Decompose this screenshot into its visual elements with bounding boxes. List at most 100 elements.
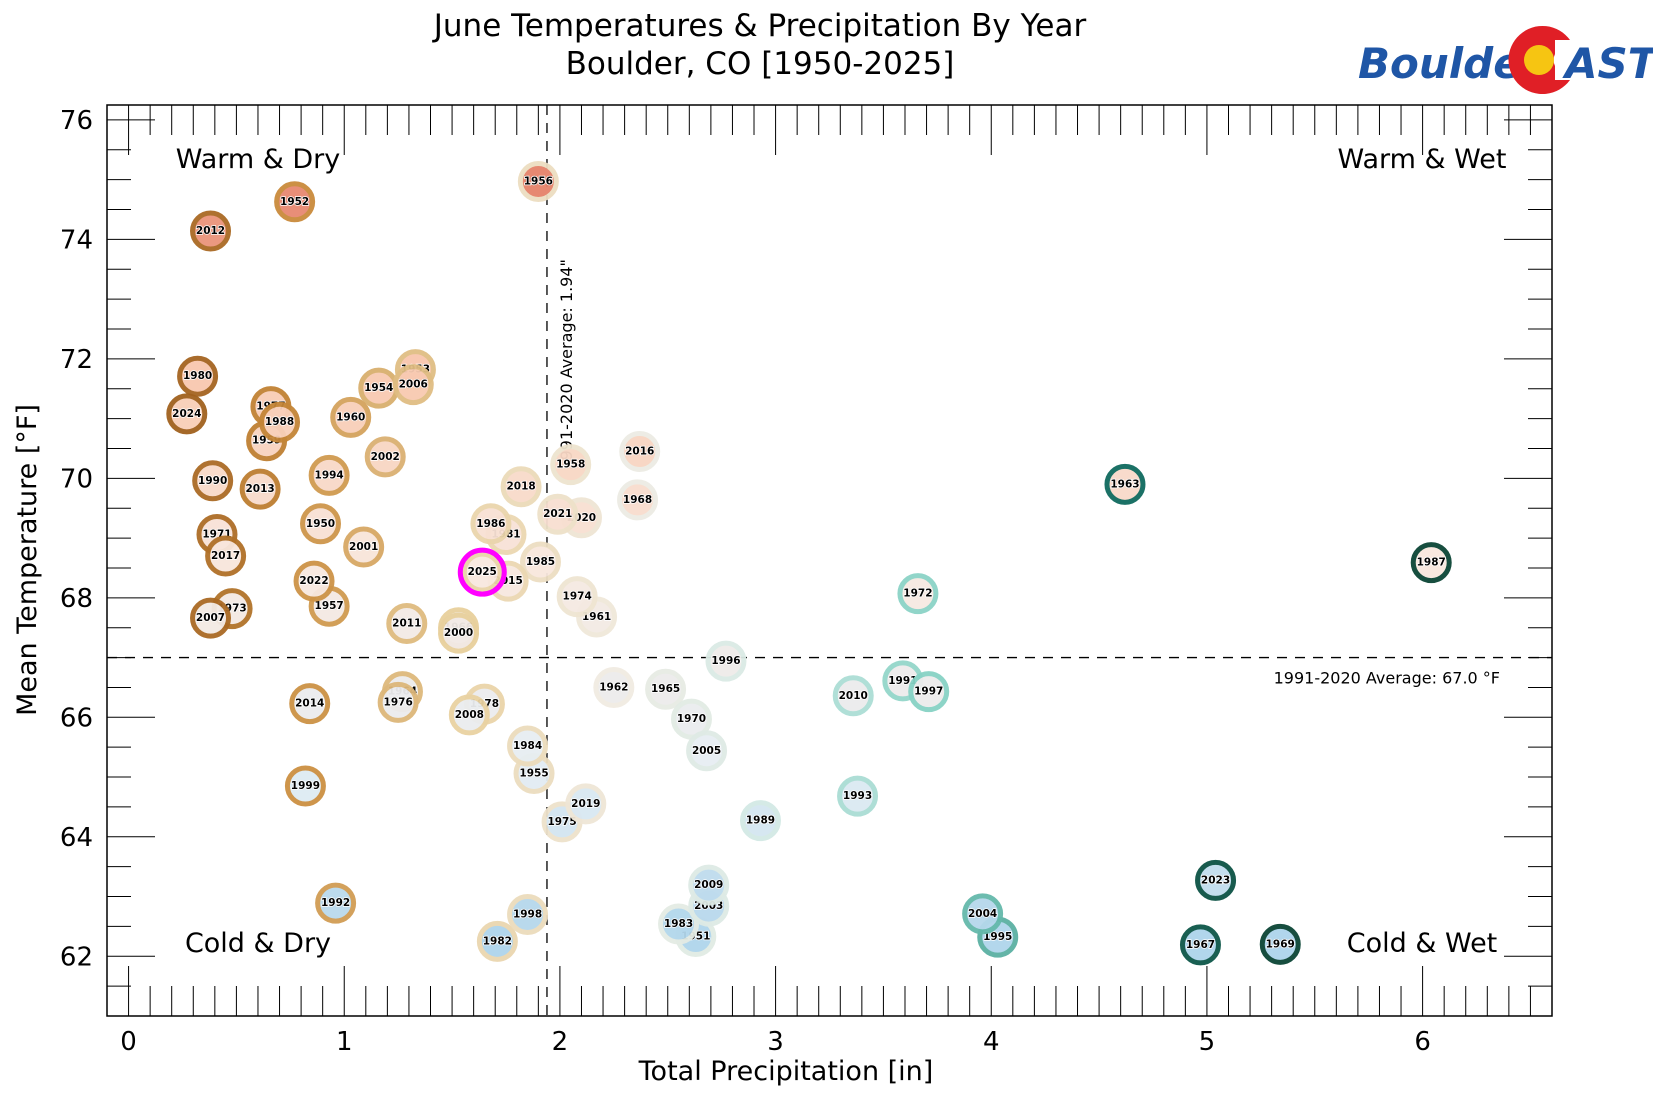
data-point-label: 1995 <box>983 931 1012 943</box>
data-point-marker <box>619 430 661 472</box>
data-point-label: 2019 <box>571 798 600 810</box>
data-point-marker <box>190 210 232 252</box>
x-tick-label: 1 <box>336 1027 353 1057</box>
data-point: 2013 <box>239 468 281 510</box>
data-point-label: 1955 <box>519 767 548 779</box>
data-point: 1962 <box>593 666 635 708</box>
data-point-label: 1976 <box>384 696 413 708</box>
data-point: 2017 <box>205 535 247 577</box>
data-point: 2004 <box>962 893 1004 935</box>
highlight-ring-2025 <box>457 547 507 597</box>
data-point-label: 2008 <box>455 709 484 721</box>
data-point-marker <box>315 882 357 924</box>
data-point: 2011 <box>386 603 428 645</box>
data-point: 1969 <box>1259 923 1301 965</box>
data-point-label: 2004 <box>968 908 997 920</box>
data-point: 2021 <box>537 493 579 535</box>
y-tick-label: 64 <box>60 823 93 853</box>
data-point: 2022 <box>293 560 335 602</box>
x-tick-label: 6 <box>1414 1027 1431 1057</box>
data-point: 1954 <box>358 367 400 409</box>
data-point: 1974 <box>556 576 598 618</box>
data-point-label: 2010 <box>839 690 868 702</box>
data-point: 2014 <box>289 683 331 725</box>
data-point: 2012 <box>190 210 232 252</box>
y-axis-label: Mean Temperature [°F] <box>12 404 43 716</box>
data-point-marker <box>190 597 232 639</box>
data-point: 1984 <box>507 725 549 767</box>
data-point-marker <box>470 503 512 545</box>
data-point: 1983 <box>658 903 700 945</box>
quadrant-labels: Warm & Dry Warm & Wet Cold & Dry Cold & … <box>176 144 1507 959</box>
data-point-label: 1963 <box>1110 478 1139 490</box>
data-point-marker <box>392 364 434 406</box>
y-tick-label: 72 <box>60 345 93 375</box>
plot-frame <box>106 104 1553 1017</box>
data-point-marker <box>177 355 219 397</box>
data-point: 1972 <box>897 573 939 615</box>
data-point: 1985 <box>520 541 561 583</box>
data-point-marker <box>837 775 879 817</box>
data-point: 1997 <box>908 671 950 713</box>
data-point-label: 1970 <box>677 713 706 725</box>
data-point: 2025 <box>461 551 503 593</box>
data-point-label: 1998 <box>513 908 542 920</box>
data-point-label: 1990 <box>198 475 227 487</box>
data-point-label: 2025 <box>468 566 497 578</box>
data-point-label: 1994 <box>315 469 344 481</box>
data-point: 1976 <box>377 681 419 723</box>
x-tick-label: 5 <box>1199 1027 1216 1057</box>
data-point-marker <box>507 725 549 767</box>
data-point-marker <box>739 800 781 842</box>
data-point-label: 2013 <box>246 483 275 495</box>
data-point-marker <box>517 160 559 202</box>
data-point-label: 1961 <box>582 611 611 623</box>
data-point: 1980 <box>177 355 219 397</box>
data-point-label: 1982 <box>483 935 512 947</box>
data-point: 2024 <box>166 393 208 435</box>
data-point-marker <box>1195 859 1237 901</box>
data-point-label: 2018 <box>506 481 535 493</box>
data-point: 2019 <box>565 783 607 825</box>
data-point-marker <box>658 903 700 945</box>
y-tick-label: 76 <box>60 106 93 136</box>
data-point-label: 1996 <box>711 655 740 667</box>
bouldercast-logo: Boulder AST <box>1358 26 1653 95</box>
y-tick-label: 68 <box>60 584 93 614</box>
data-point-marker <box>364 436 406 478</box>
temp-average-label: 1991-2020 Average: 67.0 °F <box>1274 669 1500 688</box>
data-point-label: 1962 <box>599 681 628 693</box>
data-point-marker <box>1179 924 1221 966</box>
data-point: 1957 <box>308 585 350 627</box>
data-point-label: 2000 <box>444 627 473 639</box>
data-point-marker <box>1104 463 1146 505</box>
data-point-label: 1988 <box>265 416 294 428</box>
data-point-marker <box>507 893 549 935</box>
data-point-label: 2002 <box>371 451 400 463</box>
data-point: 1960 <box>330 396 372 438</box>
data-point: 2009 <box>688 864 730 906</box>
data-point-marker <box>476 920 518 962</box>
x-tick-label: 2 <box>552 1027 569 1057</box>
data-point-label: 1967 <box>1186 939 1215 951</box>
data-point: 2008 <box>448 694 490 736</box>
data-point-label: 2016 <box>625 445 654 457</box>
data-point: 1963 <box>1104 463 1146 505</box>
data-point-marker <box>330 396 372 438</box>
precip-average-label: 1991-2020 Average: 1.94" <box>557 259 576 470</box>
data-point-label: 1968 <box>623 494 652 506</box>
data-point: 1994 <box>308 454 350 496</box>
data-point-marker <box>239 468 281 510</box>
reference-lines: 1991-2020 Average: 1.94" 1991-2020 Averag… <box>107 105 1552 1016</box>
x-tick-label: 3 <box>767 1027 784 1057</box>
quadrant-cold-wet: Cold & Wet <box>1347 928 1498 959</box>
data-point-marker <box>438 612 480 654</box>
data-point: 2023 <box>1195 859 1237 901</box>
data-point-label: 1993 <box>843 790 872 802</box>
data-point-marker <box>377 681 419 723</box>
data-point-label: 1956 <box>524 175 553 187</box>
data-point-marker <box>617 479 659 521</box>
data-point-marker <box>686 730 728 772</box>
data-point: 1989 <box>739 800 781 842</box>
data-point-marker <box>461 551 503 593</box>
